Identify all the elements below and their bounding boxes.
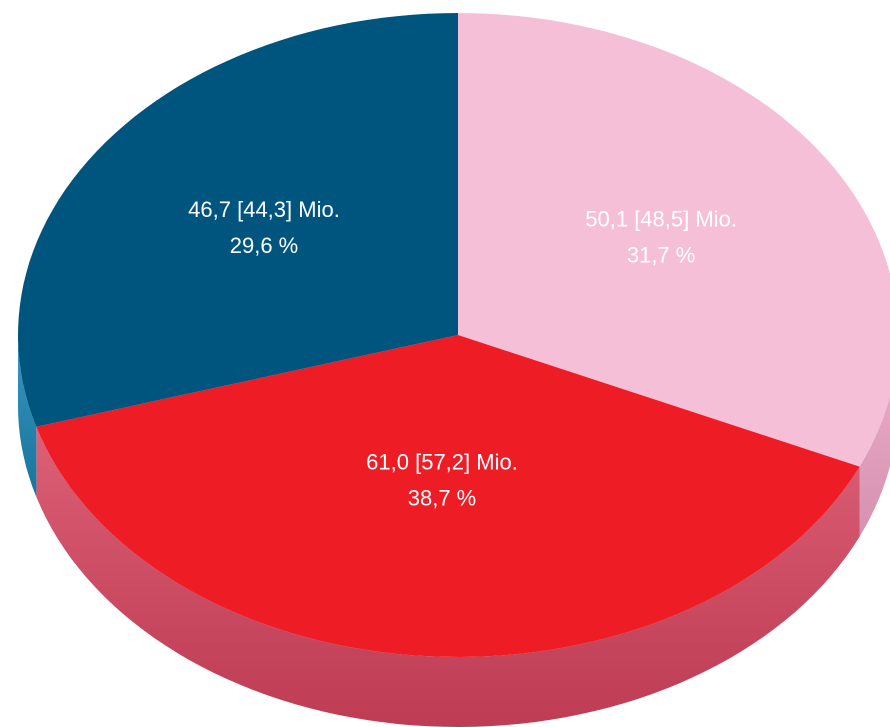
pie-slice [458, 13, 890, 467]
slice-amount-label: 46,7 [44,3] Mio. [188, 197, 340, 222]
pie-slice [18, 13, 458, 427]
pie-slice [36, 335, 860, 657]
pie-side-shade [18, 335, 37, 497]
pie-sides [18, 335, 890, 727]
slice-percent-label: 29,6 % [230, 233, 299, 258]
slice-amount-label: 50,1 [48,5] Mio. [585, 207, 737, 232]
pie-side-shade [859, 395, 890, 537]
slice-amount-label: 61,0 [57,2] Mio. [366, 450, 518, 475]
slice-percent-label: 31,7 % [627, 243, 696, 268]
pie-side-shade [36, 426, 860, 727]
pie-labels: 50,1 [48,5] Mio. 31,7 % 61,0 [57,2] Mio. 38… [188, 197, 737, 511]
pie-top [18, 13, 890, 657]
slice-percent-label: 38,7 % [408, 486, 477, 511]
